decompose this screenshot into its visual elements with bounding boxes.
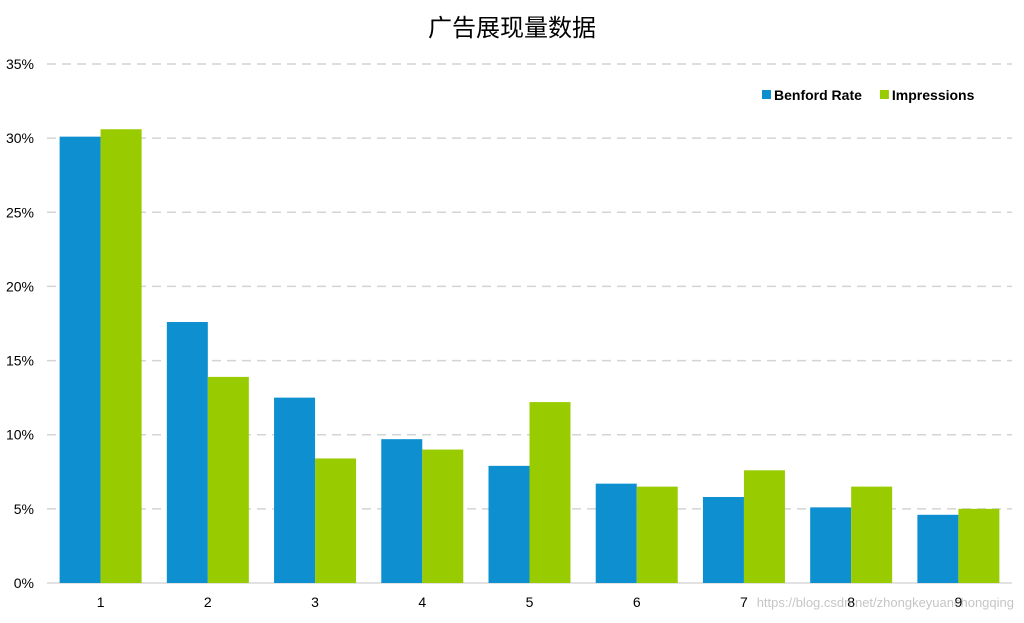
- y-tick-label: 5%: [14, 501, 34, 517]
- chart-title: 广告展现量数据: [428, 14, 596, 42]
- bar-impressions: [422, 449, 464, 583]
- bar-impressions: [315, 458, 357, 583]
- bar-benford-rate: [381, 439, 423, 583]
- bar-impressions: [636, 486, 678, 583]
- bar-impressions: [851, 486, 893, 583]
- legend-label: Benford Rate: [774, 87, 862, 103]
- x-tick-label: 9: [954, 594, 962, 610]
- bar-impressions: [529, 402, 571, 583]
- bar-benford-rate: [810, 507, 852, 583]
- y-tick-label: 15%: [6, 353, 34, 369]
- bar-benford-rate: [59, 136, 101, 583]
- bar-impressions: [100, 129, 142, 583]
- bar-impressions: [207, 376, 249, 583]
- x-tick-label: 8: [847, 594, 855, 610]
- y-tick-label: 25%: [6, 204, 34, 220]
- y-tick-label: 20%: [6, 278, 34, 294]
- x-tick-label: 6: [633, 594, 641, 610]
- bar-benford-rate: [274, 397, 316, 583]
- bar-benford-rate: [166, 322, 208, 583]
- bar-benford-rate: [595, 483, 637, 583]
- x-tick-label: 5: [526, 594, 534, 610]
- bar-benford-rate: [488, 465, 530, 583]
- bar-benford-rate: [917, 514, 959, 583]
- x-tick-label: 4: [418, 594, 426, 610]
- bar-impressions: [958, 508, 1000, 583]
- x-tick-label: 3: [311, 594, 319, 610]
- legend-swatch: [762, 90, 771, 99]
- y-tick-label: 35%: [6, 56, 34, 72]
- legend-label: Impressions: [892, 87, 975, 103]
- y-tick-label: 0%: [14, 575, 34, 591]
- bar-impressions: [743, 470, 785, 583]
- y-tick-label: 30%: [6, 130, 34, 146]
- x-tick-label: 1: [97, 594, 105, 610]
- legend-swatch: [879, 90, 889, 99]
- bar-benford-rate: [702, 496, 744, 583]
- watermark-text: https://blog.csdn.net/zhongkeyuanchongqi…: [756, 595, 1014, 610]
- x-tick-label: 7: [740, 594, 748, 610]
- y-tick-label: 10%: [6, 427, 34, 443]
- x-tick-label: 2: [204, 594, 212, 610]
